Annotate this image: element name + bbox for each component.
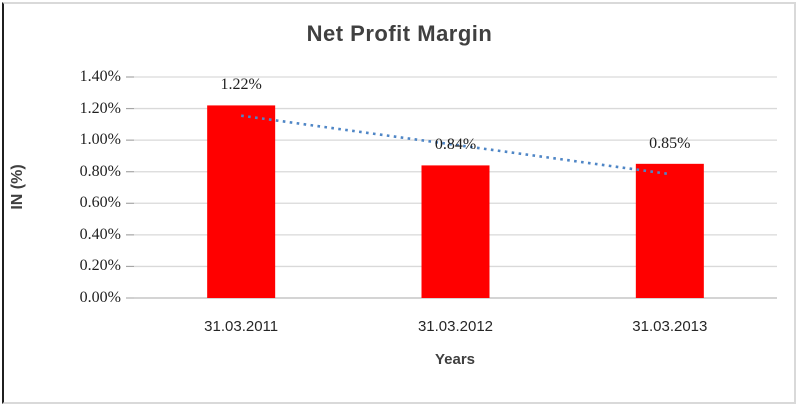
y-tick-label: 1.40% <box>79 68 121 85</box>
y-tick-label: 1.20% <box>79 99 121 117</box>
bar-31.03.2012 <box>421 165 490 298</box>
x-tick-label: 31.03.2011 <box>204 318 279 335</box>
bar-data-label: 1.22% <box>220 76 262 94</box>
trendline <box>240 114 671 176</box>
y-tick-label: 0.60% <box>79 194 121 212</box>
y-tick-label: 0.80% <box>79 162 121 180</box>
y-tick-label: 0.40% <box>79 225 121 243</box>
chart-title: Net Profit Margin <box>306 21 493 46</box>
bar-data-label: 0.84% <box>434 136 477 154</box>
bar-31.03.2013 <box>635 163 704 298</box>
y-tick-label: 1.00% <box>79 131 121 149</box>
bar-31.03.2011 <box>207 105 276 299</box>
x-tick-label: 31.03.2013 <box>632 318 708 335</box>
bar-data-label: 0.85% <box>649 134 691 152</box>
y-tick-label: 0.20% <box>79 257 121 275</box>
x-tick-label: 31.03.2012 <box>417 318 494 335</box>
x-axis-title: Years <box>434 351 476 368</box>
y-tick-label: 0.00% <box>79 289 121 306</box>
